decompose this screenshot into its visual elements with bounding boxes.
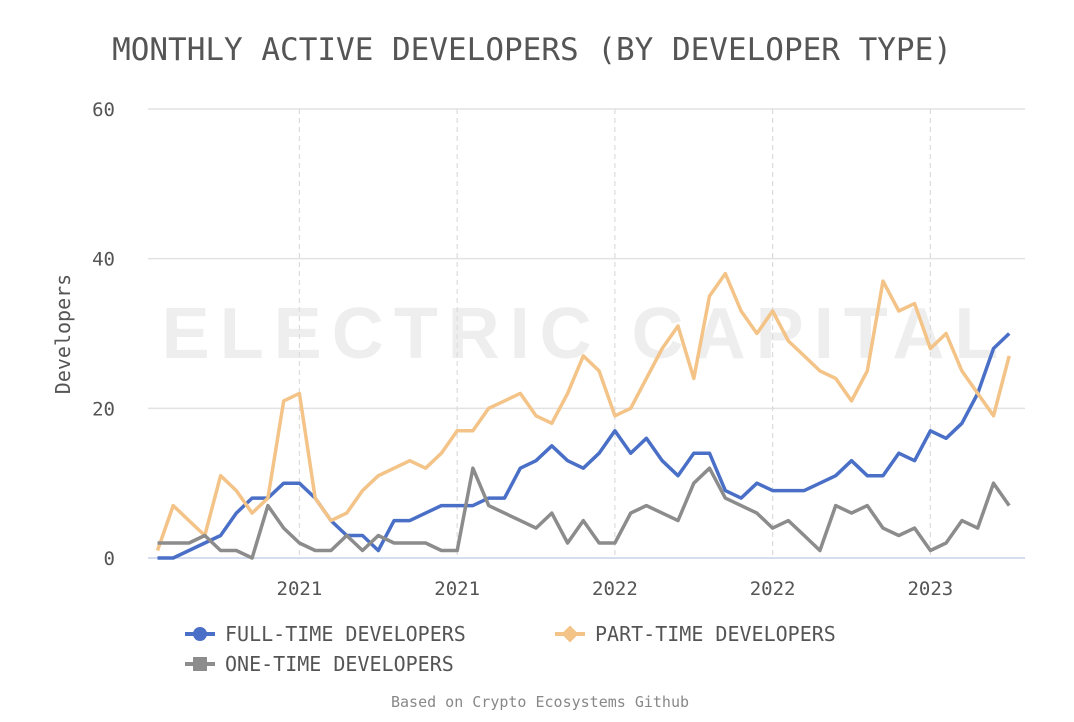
x-tick-label: 2022 <box>750 578 796 600</box>
source-note: Based on Crypto Ecosystems Github <box>391 693 689 711</box>
legend-marker <box>193 627 207 641</box>
y-tick-label: 40 <box>92 249 115 271</box>
y-tick-label: 60 <box>92 99 115 121</box>
legend-label: ONE-TIME DEVELOPERS <box>225 652 454 676</box>
legend-label: FULL-TIME DEVELOPERS <box>225 622 466 646</box>
x-tick-label: 2023 <box>907 578 953 600</box>
legend-label: PART-TIME DEVELOPERS <box>595 622 836 646</box>
y-tick-label: 0 <box>104 548 115 570</box>
data-line <box>157 466 1011 560</box>
y-tick-label: 20 <box>92 398 115 420</box>
watermark: ELECTRIC CAPITAL <box>162 294 1009 374</box>
x-tick-label: 2021 <box>434 578 480 600</box>
data-line <box>157 332 1011 560</box>
legend-marker <box>561 625 579 643</box>
legend-marker <box>193 657 207 671</box>
data-line <box>155 271 1011 552</box>
x-tick-label: 2022 <box>592 578 638 600</box>
chart-title: MONTHLY ACTIVE DEVELOPERS (BY DEVELOPER … <box>112 32 952 68</box>
x-tick-label: 2021 <box>277 578 323 600</box>
y-axis-label: Developers <box>51 274 75 394</box>
